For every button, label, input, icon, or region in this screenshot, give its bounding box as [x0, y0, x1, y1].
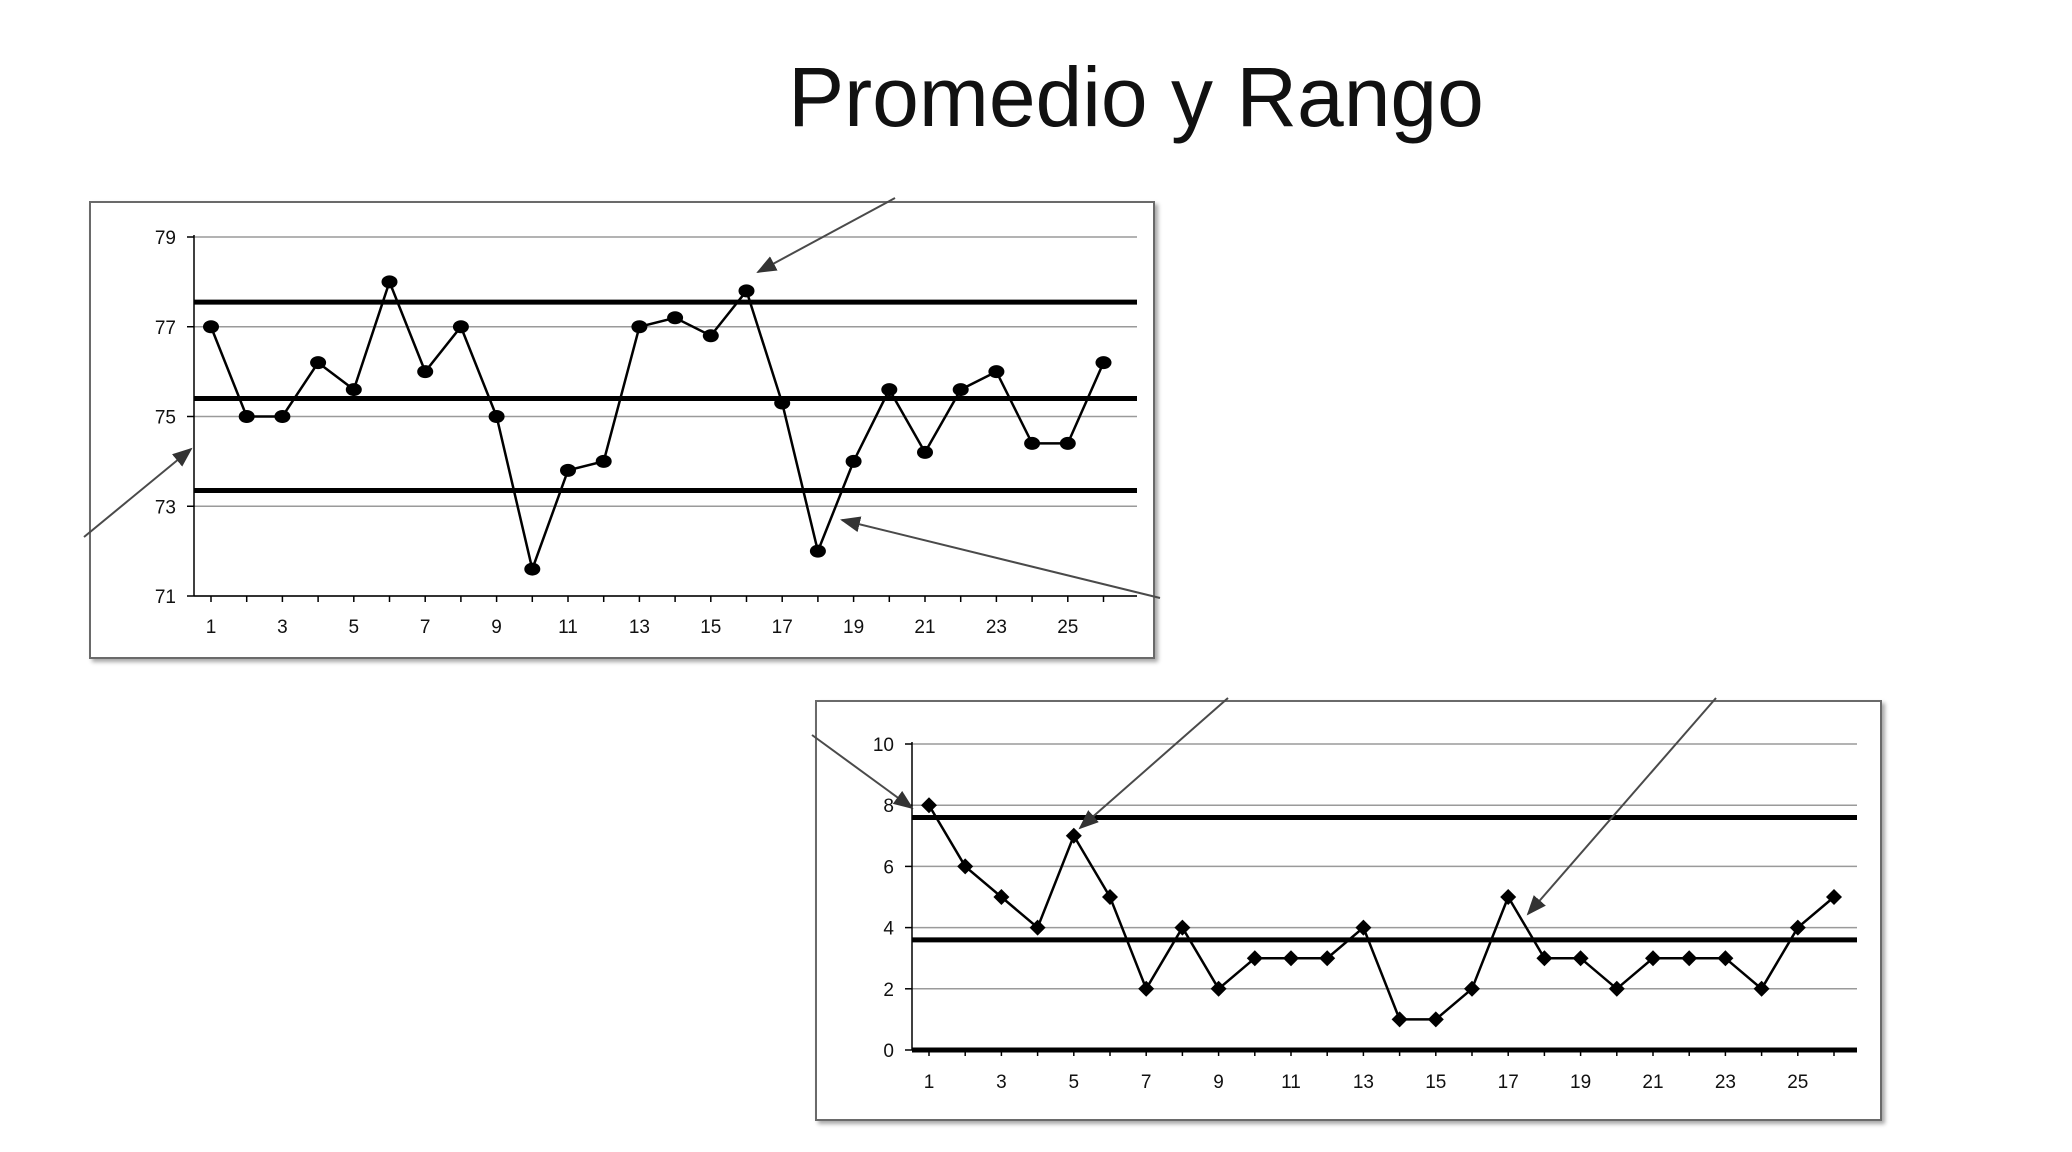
data-point: [921, 797, 937, 814]
data-point: [1095, 356, 1112, 370]
y-tick-label: 75: [155, 408, 176, 429]
data-point: [524, 562, 541, 576]
x-tick-label: 1: [924, 1072, 935, 1093]
data-point: [952, 383, 969, 397]
x-tick-label: 13: [629, 617, 650, 638]
x-tick-label: 13: [1353, 1072, 1374, 1093]
xbar-chart: 71 73 75 77 79 1 3 5 7 9 11 13 15 17 19 21 23 25: [89, 201, 1155, 659]
data-point: [595, 454, 612, 468]
x-tick-label: 15: [1425, 1072, 1446, 1093]
data-point: [1826, 889, 1842, 905]
y-tick-label: 8: [883, 796, 894, 817]
data-point: [274, 410, 291, 423]
x-tick-label: 11: [558, 617, 578, 638]
data-point: [957, 858, 974, 875]
data-point: [1283, 950, 1299, 967]
data-point: [452, 320, 469, 334]
x-tick-label: 23: [1715, 1072, 1736, 1093]
data-point: [809, 544, 826, 558]
series-line: [209, 278, 1105, 574]
x-tick-label: 11: [1281, 1072, 1301, 1093]
data-point: [238, 410, 255, 423]
data-point: [1246, 950, 1263, 967]
data-point: [702, 329, 719, 343]
data-point: [1427, 1011, 1444, 1028]
y-tick-label: 77: [155, 318, 176, 339]
y-tick-label: 71: [155, 587, 176, 608]
data-point: [1572, 950, 1589, 967]
data-point: [917, 445, 933, 459]
data-point: [1536, 950, 1553, 967]
y-tick-label: 0: [883, 1041, 894, 1062]
data-point: [1174, 919, 1191, 936]
y-tick-label: 10: [873, 735, 894, 756]
data-point: [1753, 980, 1770, 997]
y-tick-label: 4: [883, 919, 894, 940]
data-point: [993, 889, 1010, 905]
data-point: [1681, 950, 1698, 967]
data-point: [1319, 950, 1336, 967]
data-point: [631, 320, 648, 334]
data-point: [1059, 436, 1076, 450]
data-point: [1065, 827, 1082, 844]
x-tick-label: 3: [277, 617, 288, 638]
data-point: [881, 383, 898, 397]
data-point: [1391, 1011, 1408, 1028]
data-point: [1464, 980, 1480, 997]
x-tick-label: 21: [1642, 1072, 1663, 1093]
data-point: [988, 365, 1005, 379]
data-point: [1717, 950, 1734, 967]
x-tick-label: 17: [772, 617, 793, 638]
slide-title: Promedio y Rango: [788, 50, 1484, 144]
x-tick-label: 21: [914, 617, 935, 638]
data-point: [1355, 919, 1372, 936]
x-tick-label: 3: [996, 1072, 1007, 1093]
data-point: [560, 463, 576, 477]
x-tick-label: 23: [986, 617, 1007, 638]
data-point: [1789, 919, 1806, 936]
x-tick-label: 9: [1213, 1072, 1224, 1093]
x-tick-label: 19: [843, 617, 864, 638]
data-point: [345, 383, 362, 397]
x-tick-label: 25: [1057, 617, 1078, 638]
data-point: [774, 396, 791, 410]
data-point: [203, 320, 219, 334]
x-tick-label: 1: [206, 617, 217, 638]
data-point: [1138, 980, 1155, 997]
series-line: [927, 804, 1835, 1021]
x-tick-label: 25: [1787, 1072, 1808, 1093]
data-point: [310, 356, 327, 370]
data-point: [417, 365, 434, 379]
data-point: [488, 410, 505, 423]
data-point: [1608, 980, 1625, 997]
y-tick-label: 6: [883, 857, 894, 878]
x-tick-label: 5: [349, 617, 360, 638]
x-tick-label: 7: [420, 617, 431, 638]
x-tick-label: 5: [1069, 1072, 1080, 1093]
data-point: [1500, 889, 1517, 905]
data-point: [845, 454, 862, 468]
data-point: [1024, 436, 1041, 450]
data-point: [1645, 950, 1661, 967]
y-tick-label: 73: [155, 497, 176, 518]
y-tick-label: 2: [883, 980, 894, 1001]
range-chart: 0 2 4 6 8 10 1 3 5 7 9 11 13 15 17 19 21 23 25: [815, 700, 1882, 1121]
data-point: [738, 284, 755, 298]
data-point: [1029, 919, 1046, 936]
data-point: [1210, 980, 1227, 997]
x-tick-label: 9: [491, 617, 502, 638]
data-point: [381, 275, 398, 289]
y-tick-label: 79: [155, 228, 176, 249]
x-tick-label: 19: [1570, 1072, 1591, 1093]
x-tick-label: 15: [700, 617, 721, 638]
data-point: [667, 311, 684, 325]
x-tick-label: 17: [1498, 1072, 1519, 1093]
data-point: [1102, 889, 1118, 905]
x-tick-label: 7: [1141, 1072, 1152, 1093]
